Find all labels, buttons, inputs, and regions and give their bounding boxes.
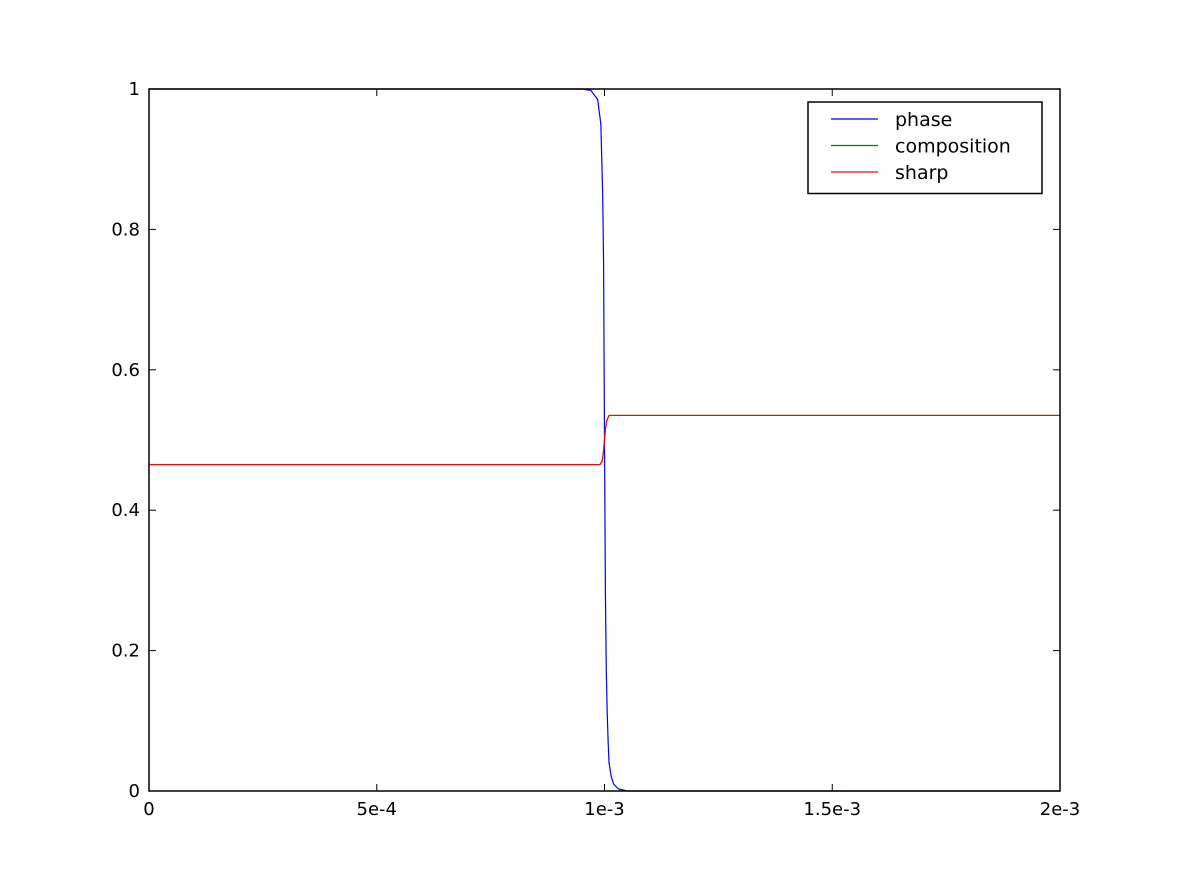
legend-label-phase: phase	[895, 109, 952, 131]
series-line-sharp	[149, 414, 1060, 466]
x-tick-label: 0	[143, 799, 154, 820]
x-tick-label: 1e-3	[584, 799, 624, 820]
legend-box	[807, 101, 1043, 195]
y-tick-label: 0.2	[111, 641, 140, 662]
legend: phase composition sharp	[807, 101, 1043, 195]
y-tick-label: 0.4	[111, 500, 140, 521]
x-tick-label: 1.5e-3	[803, 799, 861, 820]
legend-label-composition: composition	[895, 136, 1011, 158]
y-tick-label: 1	[129, 79, 140, 100]
y-tick-label: 0.6	[111, 360, 140, 381]
legend-label-sharp: sharp	[895, 162, 948, 184]
plot-area: 0 5e-4 1e-3 1.5e-3 2e-3 0 0.2 0.4 0.6 0.8 1	[111, 79, 1080, 820]
y-tick-label: 0	[129, 781, 140, 802]
x-tick-label: 2e-3	[1040, 799, 1080, 820]
y-tick-label: 0.8	[111, 219, 140, 240]
ticks-layer: 0 5e-4 1e-3 1.5e-3 2e-3 0 0.2 0.4 0.6 0.8 1	[111, 79, 1080, 820]
series-line-phase	[149, 88, 1060, 792]
x-tick-label: 5e-4	[357, 799, 397, 820]
series-layer	[149, 88, 1060, 792]
